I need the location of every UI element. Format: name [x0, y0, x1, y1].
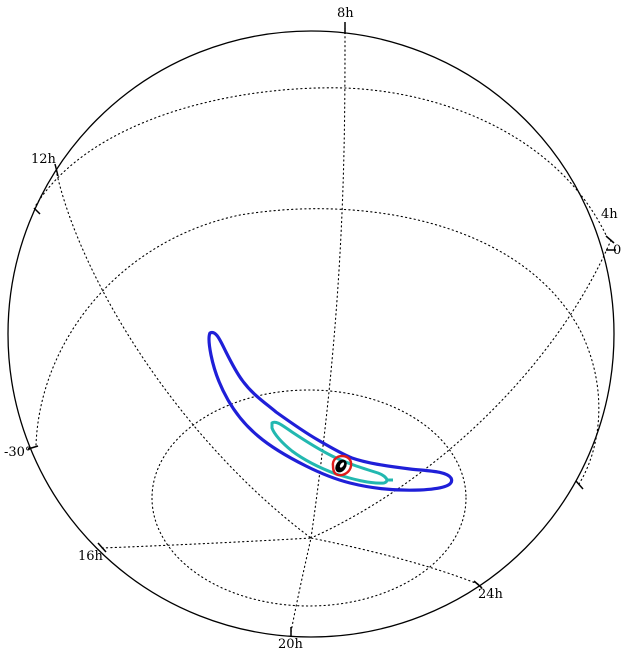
tick-12h: [54, 163, 59, 177]
ra-label-24h: 24h: [478, 587, 504, 602]
tick-left-upper: [33, 207, 41, 215]
ra-grid: [55, 27, 612, 633]
dec-circle-0: [35, 208, 600, 485]
ra-meridian-12h: [55, 169, 312, 539]
contour-middle: [270, 420, 389, 485]
ra-meridian-16h: [101, 537, 312, 549]
dec-label-minus30: -30°: [4, 445, 31, 460]
ra-label-16h: 16h: [78, 549, 104, 564]
ra-label-12h: 12h: [31, 152, 57, 167]
ra-label-8h: 8h: [337, 6, 354, 21]
ra-label-4h: 4h: [601, 207, 618, 222]
ra-label-20h: 20h: [278, 637, 304, 649]
tick-4h: [605, 235, 615, 244]
tick-16h: [97, 542, 107, 553]
dec-circle-60: [35, 87, 607, 236]
tick-right-lower: [575, 480, 584, 490]
ra-meridian-20h: [290, 537, 312, 633]
contour-inner: [331, 454, 353, 477]
tick-dec-30: [27, 445, 39, 450]
dec-circle-minus30: [151, 389, 467, 607]
contour-outer: [207, 330, 454, 492]
ra-meridian-24h: [310, 537, 479, 585]
ra-meridian-4h: [310, 239, 612, 539]
sphere-outline: [7, 30, 615, 638]
outline-ticks: [27, 22, 616, 637]
contour-core-highlight: [339, 462, 345, 468]
dec-label-0: 0: [613, 243, 621, 258]
declination-grid: [35, 87, 607, 607]
tick-24h: [473, 580, 483, 589]
